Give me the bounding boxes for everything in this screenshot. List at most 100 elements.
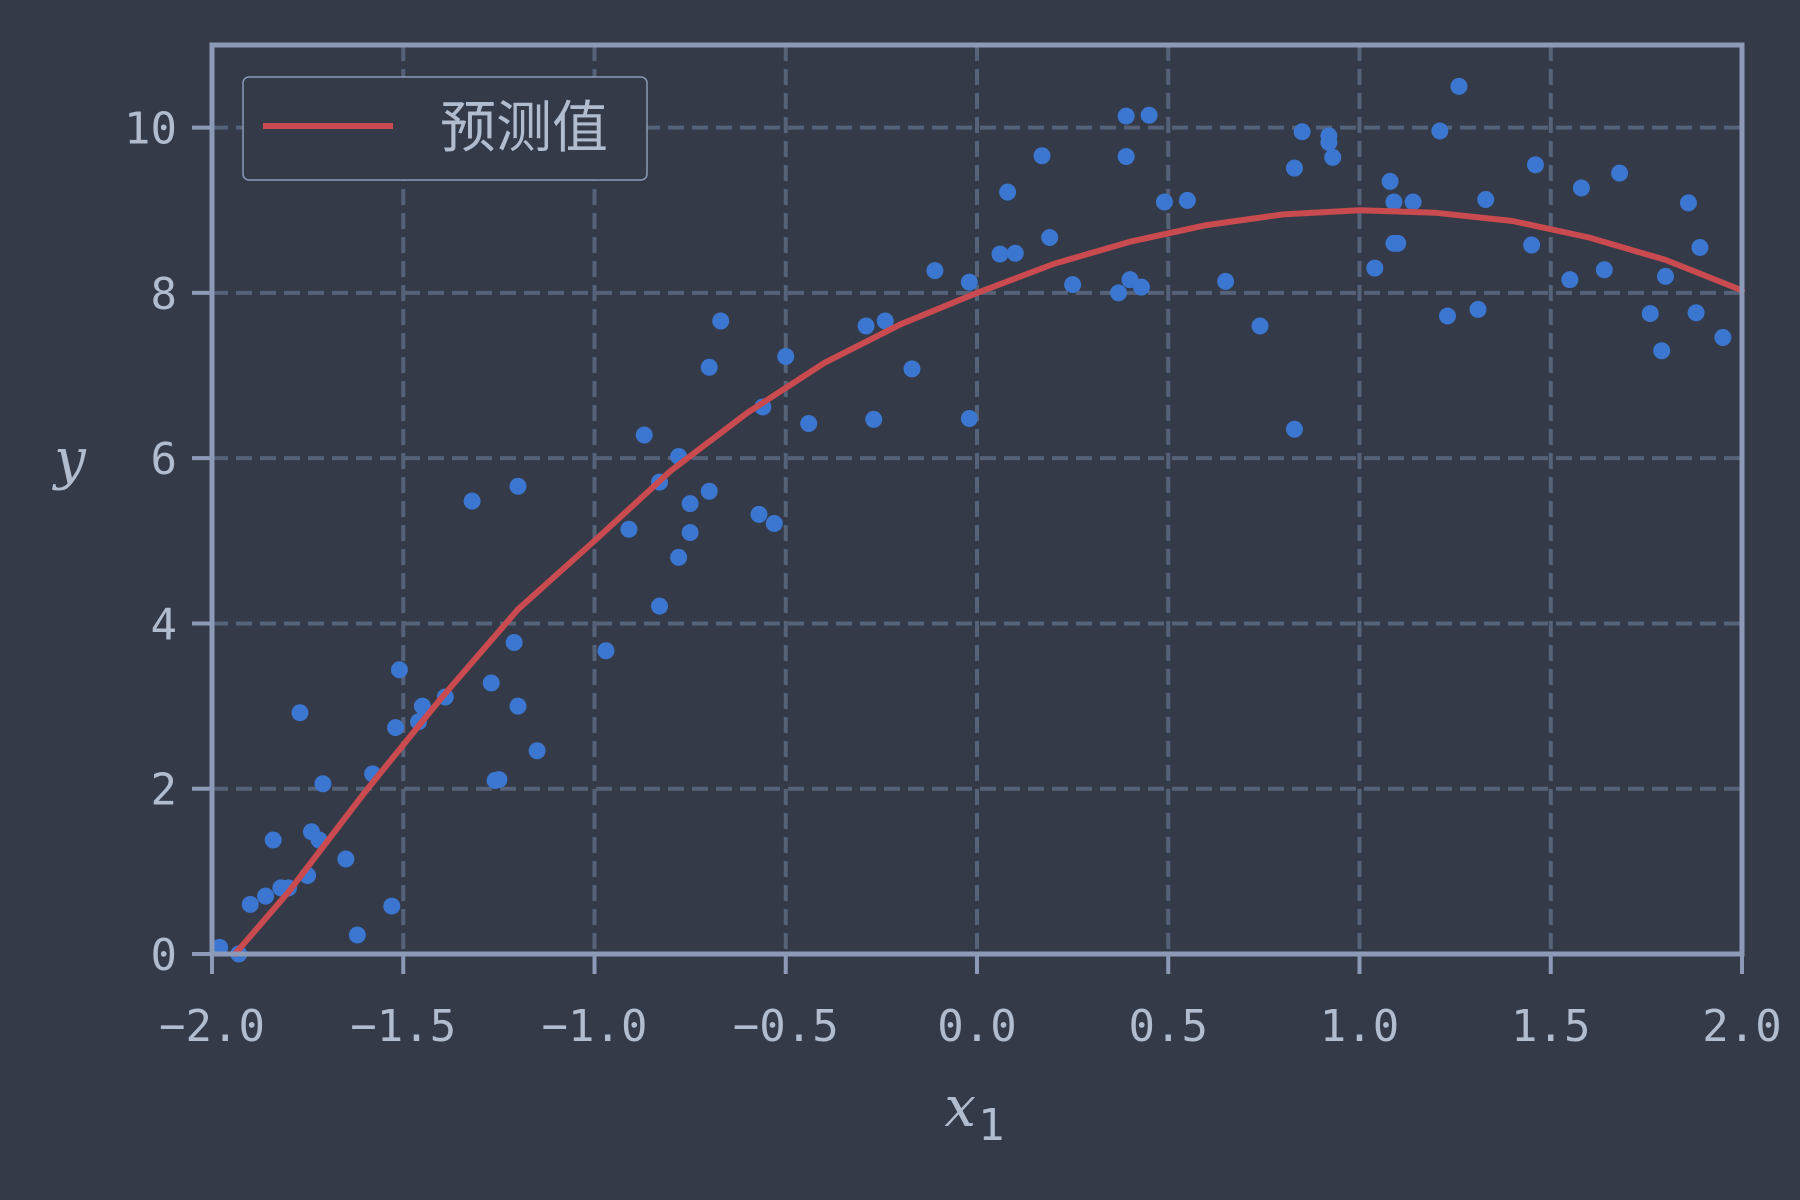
y-tick-label: 2 — [151, 765, 178, 816]
data-point — [1526, 156, 1544, 174]
x-tick-label: −0.5 — [733, 1001, 839, 1052]
data-point — [1006, 244, 1024, 262]
data-point — [1117, 148, 1135, 166]
data-point — [1653, 342, 1671, 360]
data-point — [509, 697, 527, 715]
data-point — [387, 719, 405, 737]
data-point — [1155, 193, 1173, 211]
prediction-line — [232, 207, 1745, 957]
axis-ticks: −2.0 −1.5 −1.0 −0.5 0.0 0.5 1.0 1.5 2.0 0 2 4 6 8 10 — [124, 104, 1782, 1052]
data-point — [712, 312, 730, 330]
data-point — [620, 520, 638, 538]
data-point — [857, 317, 875, 335]
x-tick-label: 2.0 — [1702, 1001, 1781, 1052]
y-tick-label: 10 — [124, 104, 177, 155]
data-point — [1324, 148, 1342, 166]
data-point — [1285, 420, 1303, 438]
data-point — [1572, 179, 1590, 197]
data-point — [1679, 194, 1697, 212]
x-tick-label: 0.5 — [1129, 1001, 1208, 1052]
legend-box — [242, 76, 648, 181]
data-point — [348, 926, 366, 944]
data-point — [1117, 107, 1135, 125]
data-point — [635, 426, 653, 444]
data-point — [991, 245, 1009, 263]
data-point — [1178, 191, 1196, 209]
data-point — [1217, 272, 1235, 290]
data-point — [1691, 238, 1709, 256]
data-point — [383, 897, 401, 915]
data-point — [681, 495, 699, 513]
data-point — [700, 482, 718, 500]
y-tick-label: 4 — [151, 599, 178, 650]
data-point — [264, 831, 282, 849]
y-tick-label: 8 — [151, 269, 178, 320]
data-point — [903, 360, 921, 378]
data-point — [597, 642, 615, 660]
data-point — [1431, 122, 1449, 140]
data-point — [314, 775, 332, 793]
data-point — [1714, 329, 1732, 347]
data-point — [1469, 300, 1487, 318]
data-point — [1657, 267, 1674, 285]
data-point — [1595, 261, 1613, 279]
x-axis-label: x — [944, 1075, 976, 1140]
data-point — [1041, 229, 1059, 247]
x-tick-label: 0.0 — [937, 1001, 1016, 1052]
data-point — [1687, 304, 1705, 322]
data-point — [1285, 159, 1303, 177]
x-tick-label: −2.0 — [159, 1001, 265, 1052]
data-point — [509, 477, 527, 495]
data-point — [390, 661, 408, 679]
data-point — [800, 414, 818, 432]
y-tick-label: 6 — [151, 434, 178, 485]
data-point — [926, 262, 944, 280]
data-point — [651, 597, 669, 615]
data-point — [505, 633, 523, 651]
data-point — [1523, 236, 1541, 254]
data-point — [1450, 77, 1468, 95]
data-point — [1561, 271, 1579, 289]
x-axis-label-subscript: 1 — [978, 1100, 1005, 1151]
data-point — [999, 183, 1017, 201]
legend-label: 预测值 — [440, 96, 608, 161]
data-point — [1438, 307, 1456, 325]
data-point — [490, 771, 508, 789]
data-point — [1404, 193, 1422, 211]
y-tick-label: 0 — [151, 930, 178, 981]
data-point — [876, 312, 894, 330]
data-point — [337, 850, 355, 868]
data-point — [482, 674, 500, 692]
data-point — [765, 514, 783, 532]
data-point — [241, 895, 259, 913]
data-point — [1110, 284, 1128, 302]
data-point — [1641, 305, 1659, 323]
data-point — [413, 697, 431, 715]
data-point — [865, 410, 883, 428]
x-tick-label: 1.0 — [1320, 1001, 1399, 1052]
data-point — [960, 410, 978, 428]
data-point — [1132, 278, 1150, 296]
data-point — [750, 505, 768, 523]
data-point — [960, 273, 978, 291]
legend: 预测值 — [242, 76, 648, 181]
data-point — [1385, 193, 1403, 211]
data-point — [1140, 106, 1158, 124]
data-point — [700, 358, 718, 376]
data-point — [528, 742, 546, 760]
data-point — [291, 704, 309, 722]
data-point — [1320, 134, 1338, 152]
data-point — [1477, 191, 1495, 209]
data-point — [1293, 123, 1311, 141]
data-point — [1251, 317, 1269, 335]
y-axis-label: y — [51, 427, 87, 492]
grid — [212, 45, 1742, 954]
data-point — [1033, 147, 1051, 165]
data-point — [681, 524, 699, 542]
data-point — [1381, 172, 1399, 190]
data-point — [1366, 259, 1384, 277]
data-point — [777, 348, 795, 366]
x-tick-label: −1.5 — [350, 1001, 456, 1052]
data-point — [670, 548, 688, 566]
